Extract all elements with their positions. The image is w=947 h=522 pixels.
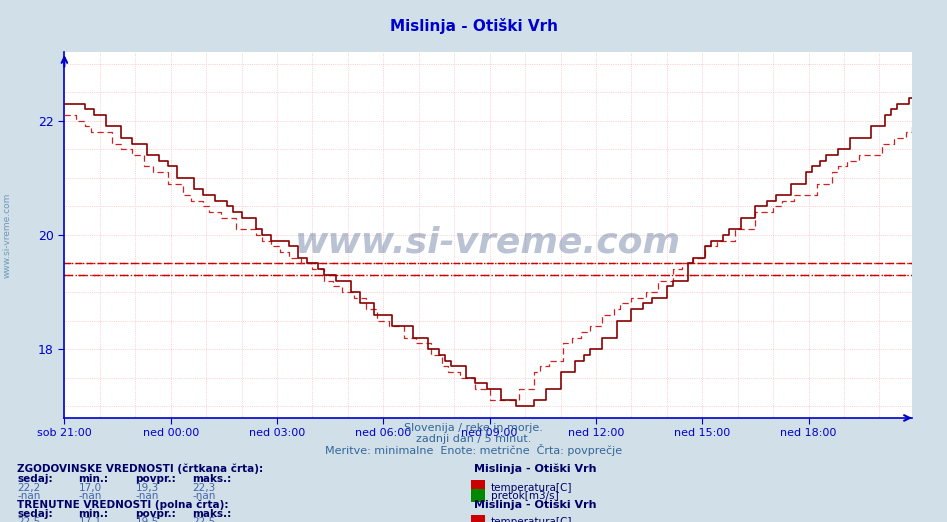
Text: sedaj:: sedaj: (17, 509, 53, 519)
Text: min.:: min.: (79, 509, 109, 519)
Text: temperatura[C]: temperatura[C] (491, 483, 572, 493)
Text: 22,2: 22,2 (17, 483, 41, 493)
Text: 22,3: 22,3 (192, 483, 216, 493)
Text: 22,5: 22,5 (17, 517, 41, 522)
Text: zadnji dan / 5 minut.: zadnji dan / 5 minut. (416, 434, 531, 444)
Text: povpr.:: povpr.: (135, 474, 176, 484)
Text: Mislinja - Otiški Vrh: Mislinja - Otiški Vrh (389, 18, 558, 34)
Text: maks.:: maks.: (192, 474, 231, 484)
Text: maks.:: maks.: (192, 509, 231, 519)
Text: Mislinja - Otiški Vrh: Mislinja - Otiški Vrh (474, 464, 596, 474)
Text: min.:: min.: (79, 474, 109, 484)
Text: -nan: -nan (79, 491, 102, 501)
Text: Mislinja - Otiški Vrh: Mislinja - Otiški Vrh (474, 500, 596, 511)
Text: 19,3: 19,3 (135, 483, 159, 493)
Text: www.si-vreme.com: www.si-vreme.com (3, 192, 12, 278)
Text: -nan: -nan (17, 491, 41, 501)
Text: 19,5: 19,5 (135, 517, 159, 522)
Text: povpr.:: povpr.: (135, 509, 176, 519)
Text: 17,1: 17,1 (79, 517, 102, 522)
Text: TRENUTNE VREDNOSTI (polna črta):: TRENUTNE VREDNOSTI (polna črta): (17, 500, 228, 511)
Text: ZGODOVINSKE VREDNOSTI (črtkana črta):: ZGODOVINSKE VREDNOSTI (črtkana črta): (17, 464, 263, 474)
Text: 22,5: 22,5 (192, 517, 216, 522)
Text: -nan: -nan (135, 491, 159, 501)
Text: 17,0: 17,0 (79, 483, 101, 493)
Text: temperatura[C]: temperatura[C] (491, 517, 572, 522)
Text: Slovenija / reke in morje.: Slovenija / reke in morje. (404, 423, 543, 433)
Text: www.si-vreme.com: www.si-vreme.com (295, 225, 681, 259)
Text: sedaj:: sedaj: (17, 474, 53, 484)
Text: pretok[m3/s]: pretok[m3/s] (491, 491, 559, 501)
Text: Meritve: minimalne  Enote: metrične  Črta: povprečje: Meritve: minimalne Enote: metrične Črta:… (325, 444, 622, 456)
Text: -nan: -nan (192, 491, 216, 501)
